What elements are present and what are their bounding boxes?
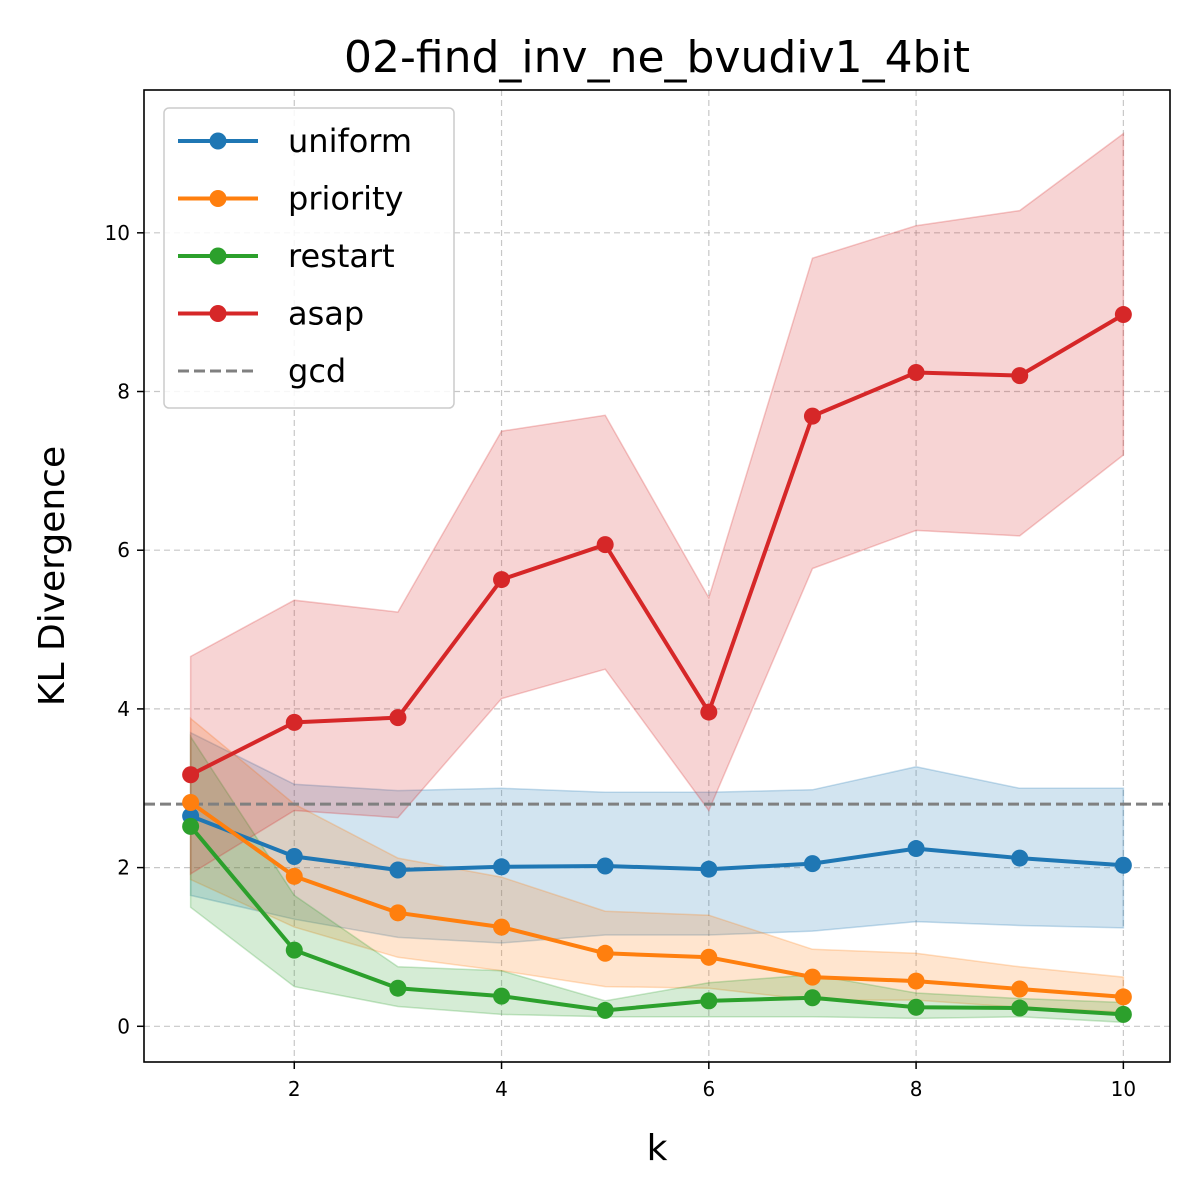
y-axis-label: KL Divergence <box>32 446 73 706</box>
y-tick-label: 6 <box>117 538 130 562</box>
legend: uniform priority restart asap gcd <box>163 107 455 409</box>
uniform-point <box>596 857 614 875</box>
y-tick-label: 10 <box>105 221 130 245</box>
asap-point <box>389 709 407 727</box>
legend-label-gcd: gcd <box>288 352 346 390</box>
y-tick-label: 4 <box>117 697 130 721</box>
uniform-band <box>189 731 1125 944</box>
asap-series <box>182 306 1132 784</box>
asap-point <box>700 703 718 721</box>
uniform-point <box>700 860 718 878</box>
x-tick-label: 4 <box>495 1077 508 1101</box>
restart-point <box>907 998 925 1016</box>
y-tick-label: 8 <box>117 380 130 404</box>
uniform-point <box>389 861 407 879</box>
axis-ticks: 2 4 6 8 10 0 2 4 6 8 10 <box>105 221 1137 1101</box>
legend-item-asap: asap <box>178 295 364 333</box>
legend-label-restart: restart <box>288 237 395 275</box>
legend-label-priority: priority <box>288 180 403 218</box>
restart-point <box>285 941 303 959</box>
x-tick-label: 2 <box>288 1077 301 1101</box>
asap-point <box>285 713 303 731</box>
restart-series <box>182 817 1132 1023</box>
legend-marker-asap <box>209 305 227 322</box>
x-tick-label: 6 <box>702 1077 715 1101</box>
asap-band <box>189 132 1125 876</box>
confidence-bands <box>189 132 1125 1024</box>
priority-point <box>493 918 511 936</box>
plot-frame <box>143 89 1171 1063</box>
restart-point <box>596 1001 614 1019</box>
asap-point <box>596 536 614 554</box>
priority-point <box>907 972 925 990</box>
x-axis-label: k <box>647 1128 668 1169</box>
restart-point <box>389 979 407 997</box>
restart-point <box>700 992 718 1010</box>
x-tick-label: 8 <box>910 1077 923 1101</box>
restart-point <box>803 989 821 1007</box>
y-tick-label: 0 <box>117 1014 130 1038</box>
priority-line <box>189 800 1124 999</box>
restart-point <box>1114 1005 1132 1023</box>
legend-item-uniform: uniform <box>178 122 412 160</box>
priority-point <box>700 948 718 966</box>
asap-point <box>1011 367 1029 385</box>
restart-point <box>493 987 511 1005</box>
priority-point <box>285 867 303 885</box>
priority-point <box>596 944 614 962</box>
asap-point <box>182 766 200 784</box>
legend-item-gcd: gcd <box>178 352 346 390</box>
uniform-line <box>189 814 1124 872</box>
priority-point <box>1114 988 1132 1006</box>
restart-point <box>1011 999 1029 1017</box>
priority-point <box>182 794 200 812</box>
uniform-point <box>907 840 925 858</box>
uniform-point <box>1114 856 1132 874</box>
asap-point <box>493 571 511 589</box>
legend-label-asap: asap <box>288 295 364 333</box>
uniform-point <box>285 847 303 865</box>
priority-point <box>803 968 821 986</box>
uniform-series <box>182 807 1132 879</box>
y-tick-label: 2 <box>117 856 130 880</box>
uniform-point <box>1011 849 1029 867</box>
legend-marker-restart <box>209 247 227 265</box>
uniform-point <box>493 858 511 876</box>
legend-marker-priority <box>209 190 227 207</box>
restart-point <box>182 817 200 835</box>
asap-line <box>189 312 1125 777</box>
priority-series <box>182 794 1132 1006</box>
asap-point <box>907 363 925 381</box>
chart-title: 02-find_inv_ne_bvudiv1_4bit <box>344 32 970 83</box>
legend-label-uniform: uniform <box>288 122 412 160</box>
priority-point <box>389 904 407 922</box>
legend-item-restart: restart <box>178 237 395 275</box>
legend-marker-uniform <box>209 132 227 150</box>
restart-line <box>189 825 1124 1017</box>
legend-frame <box>163 107 455 409</box>
series-lines <box>182 306 1132 1023</box>
legend-item-priority: priority <box>178 180 403 218</box>
asap-point <box>1114 306 1132 324</box>
x-tick-label: 10 <box>1111 1077 1136 1101</box>
uniform-point <box>803 855 821 873</box>
priority-point <box>1011 980 1029 998</box>
asap-point <box>803 407 821 425</box>
